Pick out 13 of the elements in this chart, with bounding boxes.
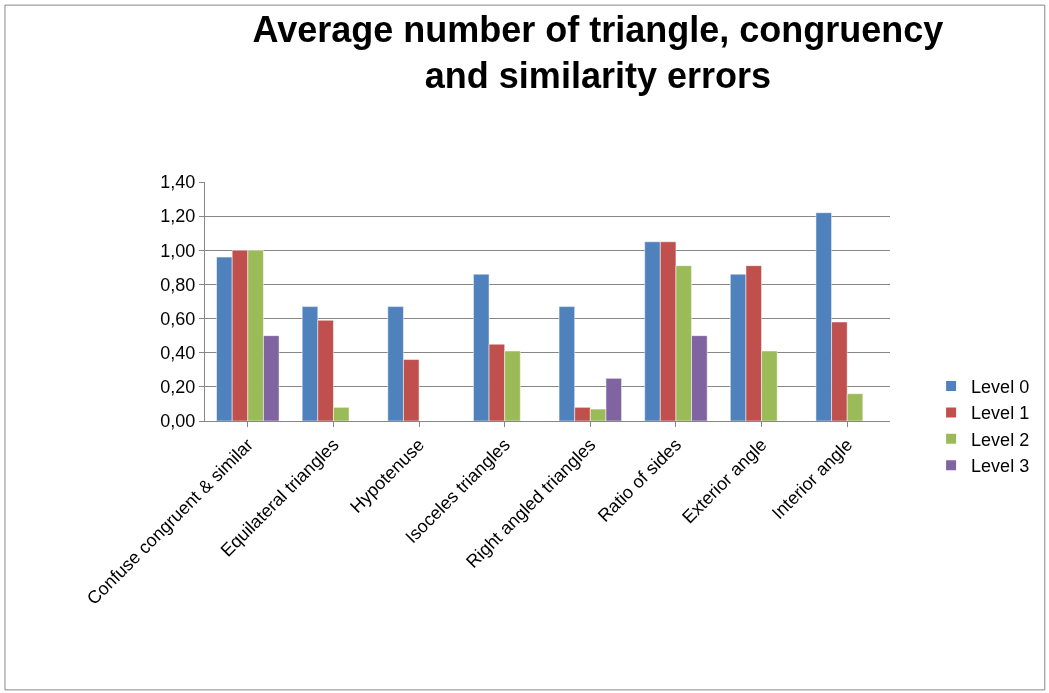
legend-label: Level 3	[971, 456, 1030, 477]
y-tick-label: 0,60	[160, 308, 196, 329]
legend-label: Level 2	[971, 429, 1030, 450]
y-tick-label: 1,20	[160, 206, 196, 227]
y-tick-label: 1,00	[160, 240, 196, 261]
y-tick-label: 1,40	[160, 172, 196, 193]
y-tick-label: 0,00	[160, 411, 196, 432]
y-tick-label: 0,20	[160, 377, 196, 398]
chart-title: Average number of triangle, congruency and similarity errors	[252, 8, 944, 97]
y-tick-label: 0,40	[160, 343, 196, 364]
legend-label: Level 1	[971, 403, 1030, 424]
legend-label: Level 0	[971, 377, 1030, 397]
y-tick-label: 0,80	[160, 274, 196, 295]
